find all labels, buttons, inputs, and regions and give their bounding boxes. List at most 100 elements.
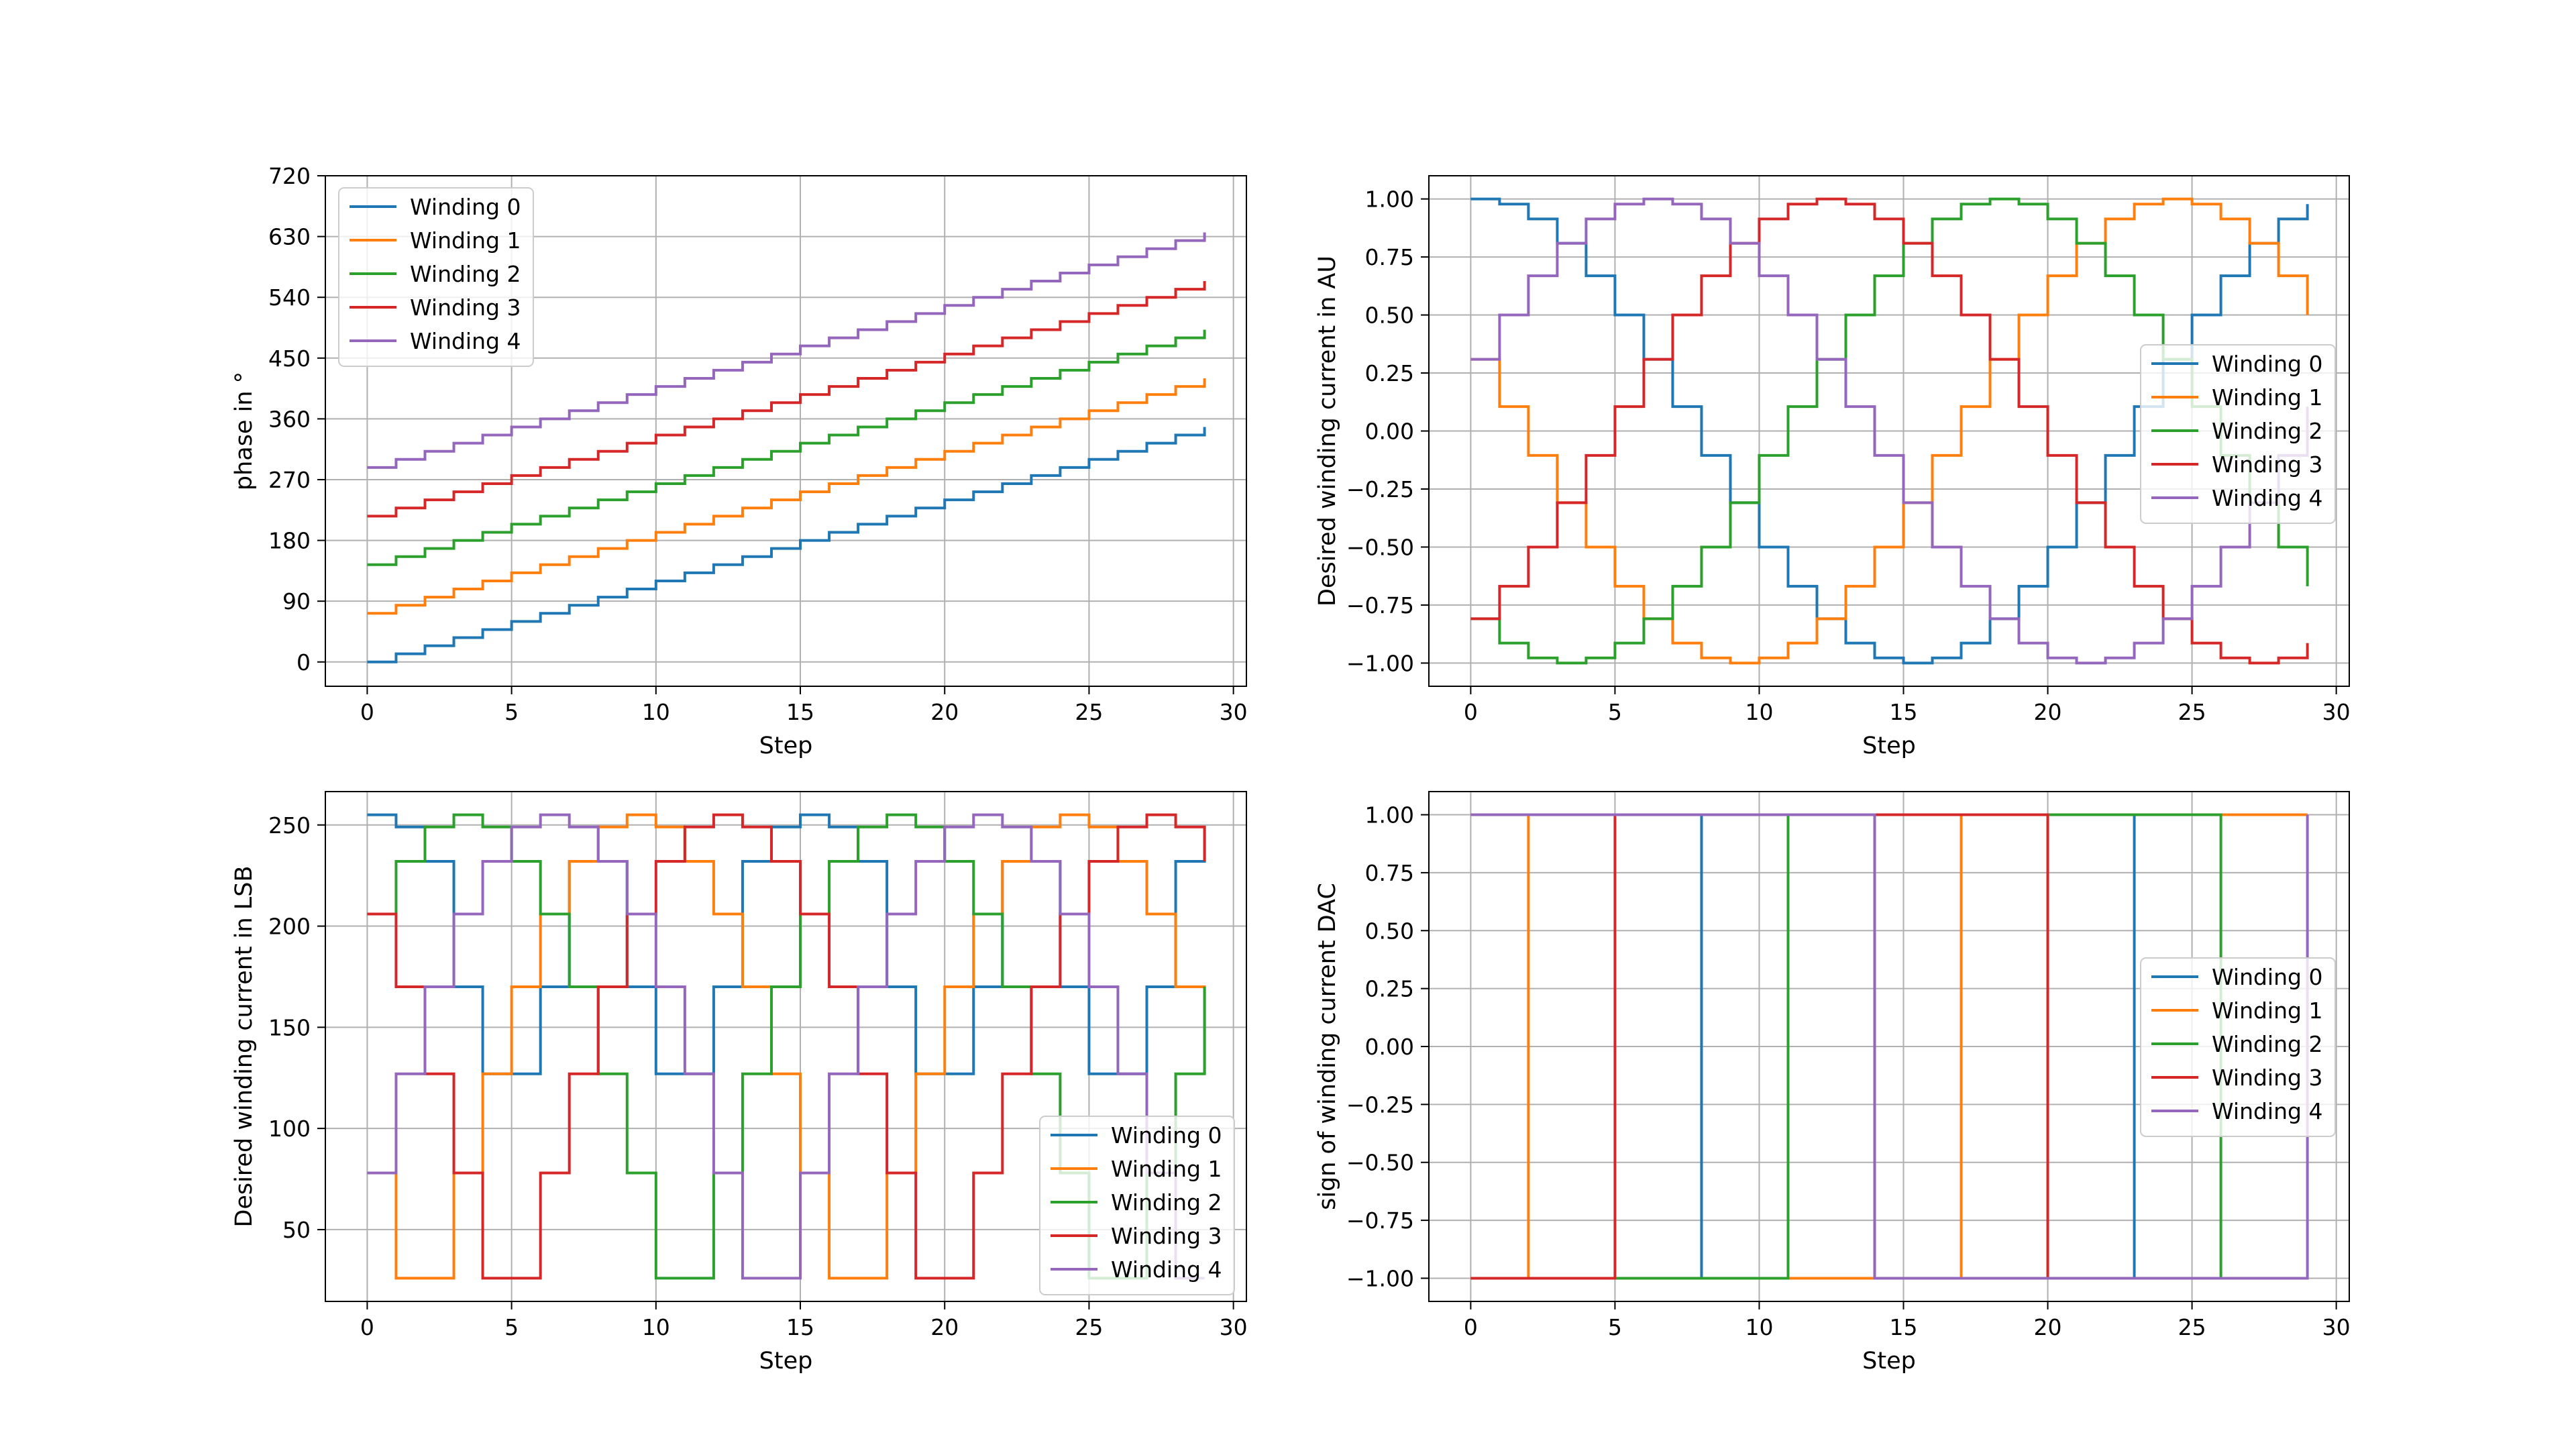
- axes-frame: [325, 175, 1247, 687]
- legend-entry: Winding 3: [410, 294, 521, 321]
- y-tick-label: 0: [297, 649, 311, 676]
- series-line-winding-0: [367, 427, 1206, 663]
- legend-entry: Winding 4: [2212, 1098, 2322, 1124]
- y-tick-label: 0.75: [1365, 860, 1414, 886]
- y-tick-label: −1.00: [1346, 1265, 1414, 1291]
- series-line-winding-1: [367, 813, 1206, 1280]
- axes-frame: [325, 791, 1247, 1302]
- legend-entry: Winding 0: [2212, 351, 2322, 377]
- x-tick-label: 20: [2034, 1314, 2062, 1340]
- x-tick-label: 10: [1745, 699, 1773, 725]
- y-tick-label: −0.75: [1346, 592, 1414, 619]
- subplot-2: 0 5 10 15 20 25 30 50 100 150 200 250 Step Desired wi…: [231, 791, 1248, 1375]
- y-tick-label: 630: [268, 224, 311, 250]
- x-tick-label: 10: [1745, 1314, 1773, 1340]
- legend-entry: Winding 2: [410, 261, 521, 287]
- y-tick-label: −0.50: [1346, 1150, 1414, 1176]
- x-tick-label: 25: [2178, 1314, 2206, 1340]
- y-tick-label: −0.25: [1346, 1091, 1414, 1118]
- x-tick-label: 0: [360, 1314, 374, 1340]
- x-axis-label: Step: [759, 733, 813, 759]
- legend-entry: Winding 4: [2212, 485, 2322, 511]
- y-tick-label: 180: [268, 528, 311, 554]
- y-tick-label: 50: [282, 1217, 311, 1243]
- subplot-0: 0 5 10 15 20 25 30 0 90 180 270 360 450 540 630 720 Step…: [231, 163, 1248, 759]
- series-line-winding-3: [367, 281, 1206, 518]
- x-tick-label: 15: [786, 699, 814, 725]
- x-tick-label: 30: [1220, 699, 1248, 725]
- legend-entry: Winding 2: [2212, 418, 2322, 444]
- y-tick-label: 0.25: [1365, 976, 1414, 1002]
- y-tick-label: 1.00: [1365, 186, 1414, 213]
- legend: Winding 0 Winding 1 Winding 2 Winding 3 Wind…: [1039, 1116, 1235, 1295]
- y-tick-label: −0.25: [1346, 476, 1414, 502]
- legend-entry: Winding 4: [1111, 1256, 1222, 1283]
- x-tick-label: 0: [1464, 699, 1478, 725]
- legend: Winding 0 Winding 1 Winding 2 Winding 3 Wind…: [338, 187, 534, 367]
- x-tick-label: 20: [930, 699, 959, 725]
- legend-entry: Winding 1: [410, 227, 521, 254]
- legend-entry: Winding 2: [2212, 1031, 2322, 1057]
- legend-box: [2140, 957, 2336, 1137]
- y-tick-label: 0.25: [1365, 360, 1414, 386]
- y-tick-label: 90: [282, 588, 311, 614]
- x-tick-label: 0: [1464, 1314, 1478, 1340]
- y-tick-label: 1.00: [1365, 802, 1414, 828]
- y-tick-label: −0.75: [1346, 1208, 1414, 1234]
- legend-entry: Winding 0: [2212, 964, 2322, 990]
- y-tick-label: 150: [268, 1014, 311, 1040]
- x-axis-label: Step: [759, 1348, 813, 1375]
- legend-entry: Winding 1: [2212, 384, 2322, 411]
- legend-entry: Winding 3: [2212, 451, 2322, 478]
- x-tick-label: 30: [2322, 1314, 2351, 1340]
- y-tick-label: 0.00: [1365, 419, 1414, 445]
- series-line-winding-4: [1470, 813, 2309, 1280]
- y-axis-label: Desired winding current in LSB: [231, 865, 258, 1227]
- x-tick-label: 10: [642, 1314, 670, 1340]
- series-line-winding-4: [367, 813, 1205, 1280]
- series-line-winding-2: [367, 329, 1206, 566]
- subplot-1: 0 5 10 15 20 25 30 −1.00 −0.75 −0.50 −0.25 0.00 0.25…: [1314, 175, 2351, 759]
- x-tick-label: 15: [786, 1314, 814, 1340]
- legend-entry: Winding 1: [2212, 998, 2322, 1024]
- x-tick-label: 25: [1075, 699, 1103, 725]
- y-tick-label: 0.50: [1365, 303, 1414, 329]
- x-tick-label: 5: [504, 699, 519, 725]
- y-tick-label: 540: [268, 284, 311, 311]
- x-tick-label: 30: [2322, 699, 2351, 725]
- x-tick-label: 25: [1075, 1314, 1103, 1340]
- legend-box: [1039, 1116, 1235, 1295]
- x-tick-label: 5: [504, 1314, 519, 1340]
- y-tick-label: 720: [268, 163, 311, 189]
- y-axis-label: phase in °: [231, 372, 258, 490]
- x-tick-label: 25: [2178, 699, 2206, 725]
- legend-box: [2140, 344, 2336, 524]
- x-tick-label: 15: [1890, 1314, 1918, 1340]
- y-axis-label: sign of winding current DAC: [1314, 883, 1341, 1210]
- x-tick-label: 20: [2034, 699, 2062, 725]
- y-tick-label: 270: [268, 467, 311, 493]
- series-line-winding-1: [1470, 197, 2309, 665]
- y-tick-label: −0.50: [1346, 534, 1414, 560]
- series-line-winding-4: [367, 232, 1206, 469]
- legend-box: [338, 187, 534, 367]
- x-tick-label: 5: [1608, 1314, 1622, 1340]
- legend-entry: Winding 2: [1111, 1189, 1222, 1216]
- y-tick-label: 360: [268, 406, 311, 432]
- y-tick-label: 0.75: [1365, 244, 1414, 270]
- x-tick-label: 10: [642, 699, 670, 725]
- y-tick-label: −1.00: [1346, 650, 1414, 676]
- x-tick-label: 30: [1220, 1314, 1248, 1340]
- legend-entry: Winding 0: [1111, 1122, 1222, 1148]
- y-tick-label: 200: [268, 914, 311, 940]
- series-line-winding-1: [367, 378, 1206, 615]
- legend-entry: Winding 0: [410, 194, 521, 220]
- legend-entry: Winding 4: [410, 328, 521, 354]
- y-tick-label: 450: [268, 345, 311, 372]
- y-tick-label: 100: [268, 1116, 311, 1142]
- series-line-winding-4: [1470, 197, 2309, 665]
- x-tick-label: 15: [1890, 699, 1918, 725]
- legend-entry: Winding 3: [2212, 1065, 2322, 1091]
- x-tick-label: 20: [930, 1314, 959, 1340]
